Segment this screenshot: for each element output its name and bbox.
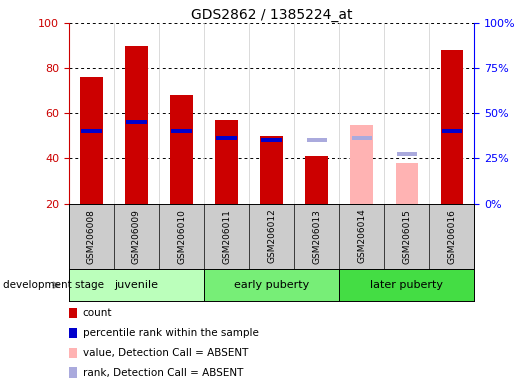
- Text: GSM206010: GSM206010: [177, 209, 186, 264]
- Bar: [441, 129, 462, 133]
- Bar: [305, 156, 328, 204]
- Bar: [170, 95, 193, 204]
- Bar: [125, 46, 148, 204]
- Text: development stage: development stage: [3, 280, 104, 290]
- Text: GSM206011: GSM206011: [222, 209, 231, 264]
- Text: GSM206008: GSM206008: [87, 209, 96, 264]
- Bar: [260, 136, 283, 204]
- Text: GSM206014: GSM206014: [357, 209, 366, 263]
- Text: GSM206009: GSM206009: [132, 209, 141, 264]
- Title: GDS2862 / 1385224_at: GDS2862 / 1385224_at: [191, 8, 352, 22]
- Text: early puberty: early puberty: [234, 280, 309, 290]
- Bar: [80, 77, 103, 204]
- Text: GSM206016: GSM206016: [447, 209, 456, 264]
- Bar: [339, 269, 474, 301]
- Bar: [440, 50, 463, 204]
- Text: juvenile: juvenile: [114, 280, 158, 290]
- Bar: [395, 163, 418, 204]
- Bar: [261, 138, 282, 142]
- Bar: [81, 129, 102, 133]
- Text: rank, Detection Call = ABSENT: rank, Detection Call = ABSENT: [83, 368, 243, 378]
- Text: count: count: [83, 308, 112, 318]
- Text: GSM206012: GSM206012: [267, 209, 276, 263]
- Bar: [69, 269, 204, 301]
- Text: value, Detection Call = ABSENT: value, Detection Call = ABSENT: [83, 348, 248, 358]
- Bar: [216, 136, 237, 140]
- Bar: [126, 120, 147, 124]
- Bar: [396, 152, 417, 156]
- Bar: [171, 129, 192, 133]
- Text: later puberty: later puberty: [370, 280, 443, 290]
- Bar: [204, 269, 339, 301]
- Bar: [351, 136, 372, 140]
- Text: GSM206015: GSM206015: [402, 209, 411, 264]
- Bar: [215, 120, 238, 204]
- Bar: [350, 124, 373, 204]
- Text: percentile rank within the sample: percentile rank within the sample: [83, 328, 259, 338]
- Bar: [306, 138, 327, 142]
- Text: GSM206013: GSM206013: [312, 209, 321, 264]
